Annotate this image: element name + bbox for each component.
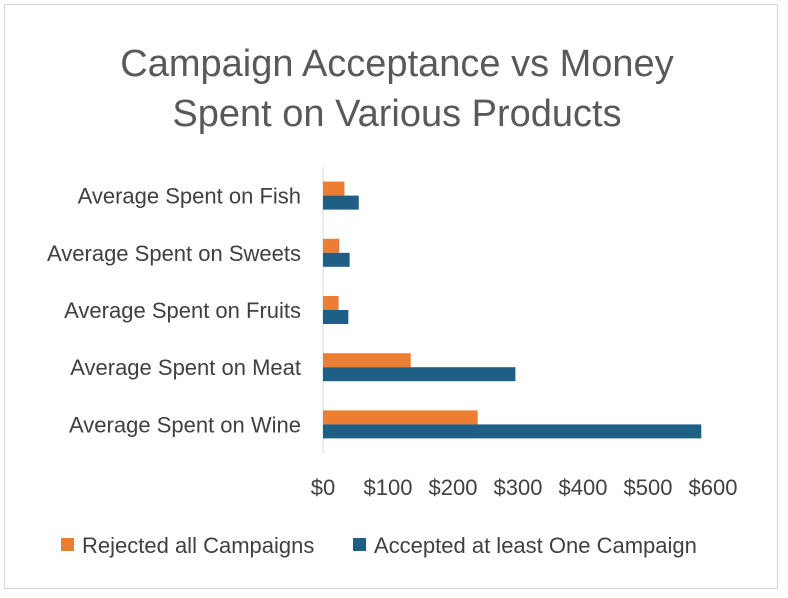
bar-accepted-average-spent-on-sweets: [323, 252, 350, 267]
x-axis-tick-labels: $0 $100 $200 $300 $400 $500 $600: [311, 475, 738, 500]
bar-rejected-average-spent-on-fruits: [323, 296, 339, 310]
legend-swatch-rejected: [61, 538, 74, 551]
chart-title-line-2: Spent on Various Products: [172, 93, 621, 135]
category-label-average-spent-on-fruits: Average Spent on Fruits: [64, 298, 301, 323]
legend-swatch-accepted: [353, 538, 366, 551]
x-tick-label: $400: [559, 475, 608, 500]
chart-canvas: Campaign Acceptance vs Money Spent on Va…: [47, 43, 738, 558]
category-label-average-spent-on-wine: Average Spent on Wine: [69, 412, 301, 437]
bar-accepted-average-spent-on-wine: [323, 424, 702, 439]
category-label-average-spent-on-meat: Average Spent on Meat: [70, 355, 301, 380]
bar-rejected-average-spent-on-meat: [323, 353, 411, 368]
category-label-average-spent-on-fish: Average Spent on Fish: [78, 184, 301, 209]
x-tick-label: $200: [429, 475, 478, 500]
chart-title-line-1: Campaign Acceptance vs Money: [120, 43, 673, 85]
bar-accepted-average-spent-on-meat: [323, 367, 516, 382]
bar-rejected-average-spent-on-fish: [323, 181, 345, 196]
bar-rejected-average-spent-on-sweets: [323, 238, 340, 253]
legend-label-rejected: Rejected all Campaigns: [82, 533, 314, 558]
x-tick-label: $100: [364, 475, 413, 500]
bar-rejected-average-spent-on-wine: [323, 410, 478, 425]
x-tick-label: $500: [624, 475, 673, 500]
legend: Rejected all Campaigns Accepted at least …: [61, 533, 697, 558]
chart-frame: Campaign Acceptance vs Money Spent on Va…: [4, 4, 778, 589]
x-tick-label: $300: [494, 475, 543, 500]
legend-label-accepted: Accepted at least One Campaign: [374, 533, 697, 558]
chart-title: Campaign Acceptance vs Money Spent on Va…: [120, 43, 673, 135]
bar-accepted-average-spent-on-fruits: [323, 310, 349, 324]
x-tick-label: $600: [689, 475, 738, 500]
x-tick-label: $0: [311, 475, 335, 500]
bar-accepted-average-spent-on-fish: [323, 195, 359, 210]
category-label-average-spent-on-sweets: Average Spent on Sweets: [47, 241, 301, 266]
plot-area: [322, 167, 702, 453]
category-labels: Average Spent on Fish Average Spent on Sw…: [47, 184, 301, 438]
